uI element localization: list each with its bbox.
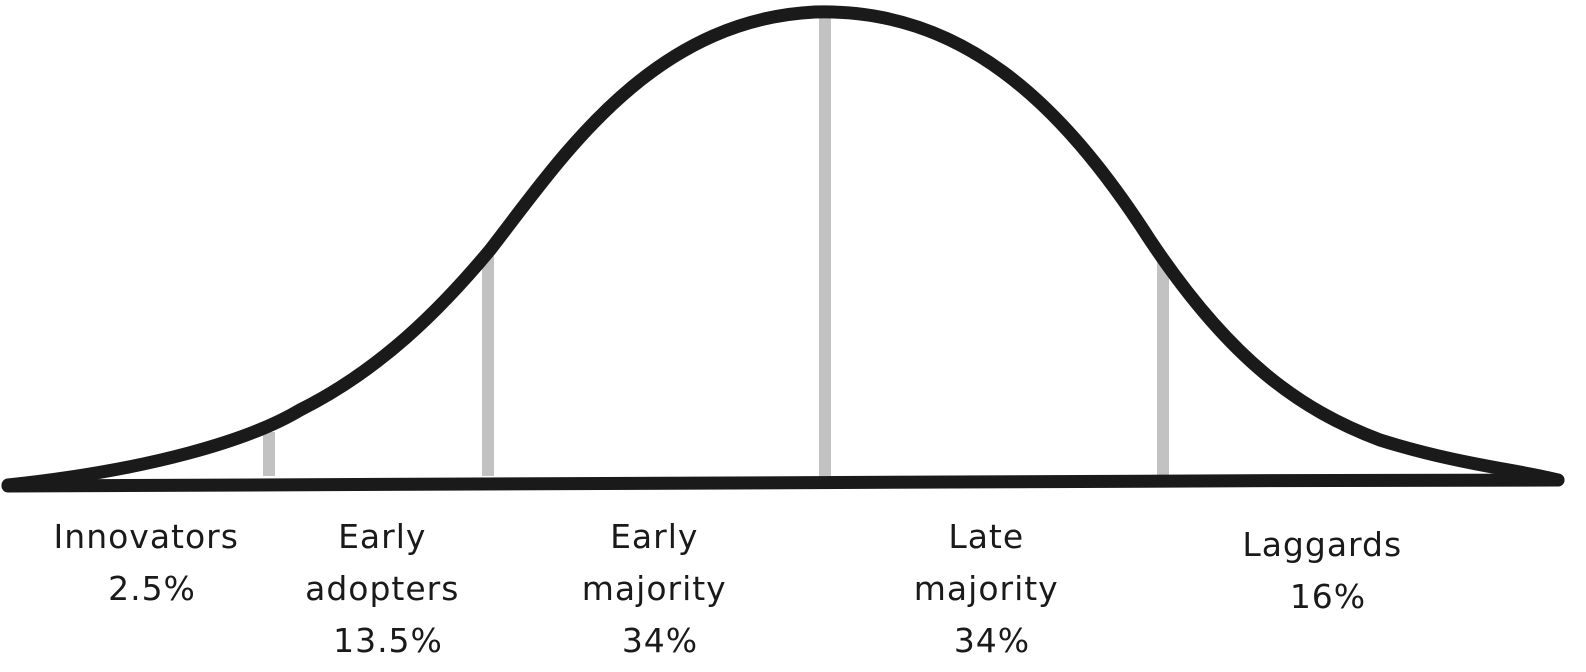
label-early-majority-percent: 34% xyxy=(622,621,698,660)
label-late-majority-name-2: majority xyxy=(914,569,1059,608)
label-early-adopters-percent: 13.5% xyxy=(333,621,443,660)
label-laggards-percent: 16% xyxy=(1290,577,1366,616)
baseline-axis xyxy=(1,473,1565,493)
bell-curve xyxy=(1,5,1565,492)
segment-dividers xyxy=(263,14,1169,476)
label-innovators-name: Innovators xyxy=(54,517,239,556)
label-laggards-name: Laggards xyxy=(1242,525,1402,564)
label-innovators-percent: 2.5% xyxy=(108,569,196,608)
label-early-majority-name-1: Early xyxy=(610,517,698,556)
label-early-adopters-name-1: Early xyxy=(338,517,426,556)
label-late-majority-percent: 34% xyxy=(954,621,1030,660)
label-innovators: Innovators 2.5% xyxy=(54,517,251,608)
label-late-majority: Late majority 34% xyxy=(914,517,1070,660)
label-laggards: Laggards 16% xyxy=(1242,525,1413,616)
label-late-majority-name-1: Late xyxy=(948,517,1024,556)
label-early-adopters: Early adopters 13.5% xyxy=(305,517,471,660)
label-early-adopters-name-2: adopters xyxy=(305,569,459,608)
label-early-majority-name-2: majority xyxy=(582,569,727,608)
label-early-majority: Early majority 34% xyxy=(582,517,738,660)
